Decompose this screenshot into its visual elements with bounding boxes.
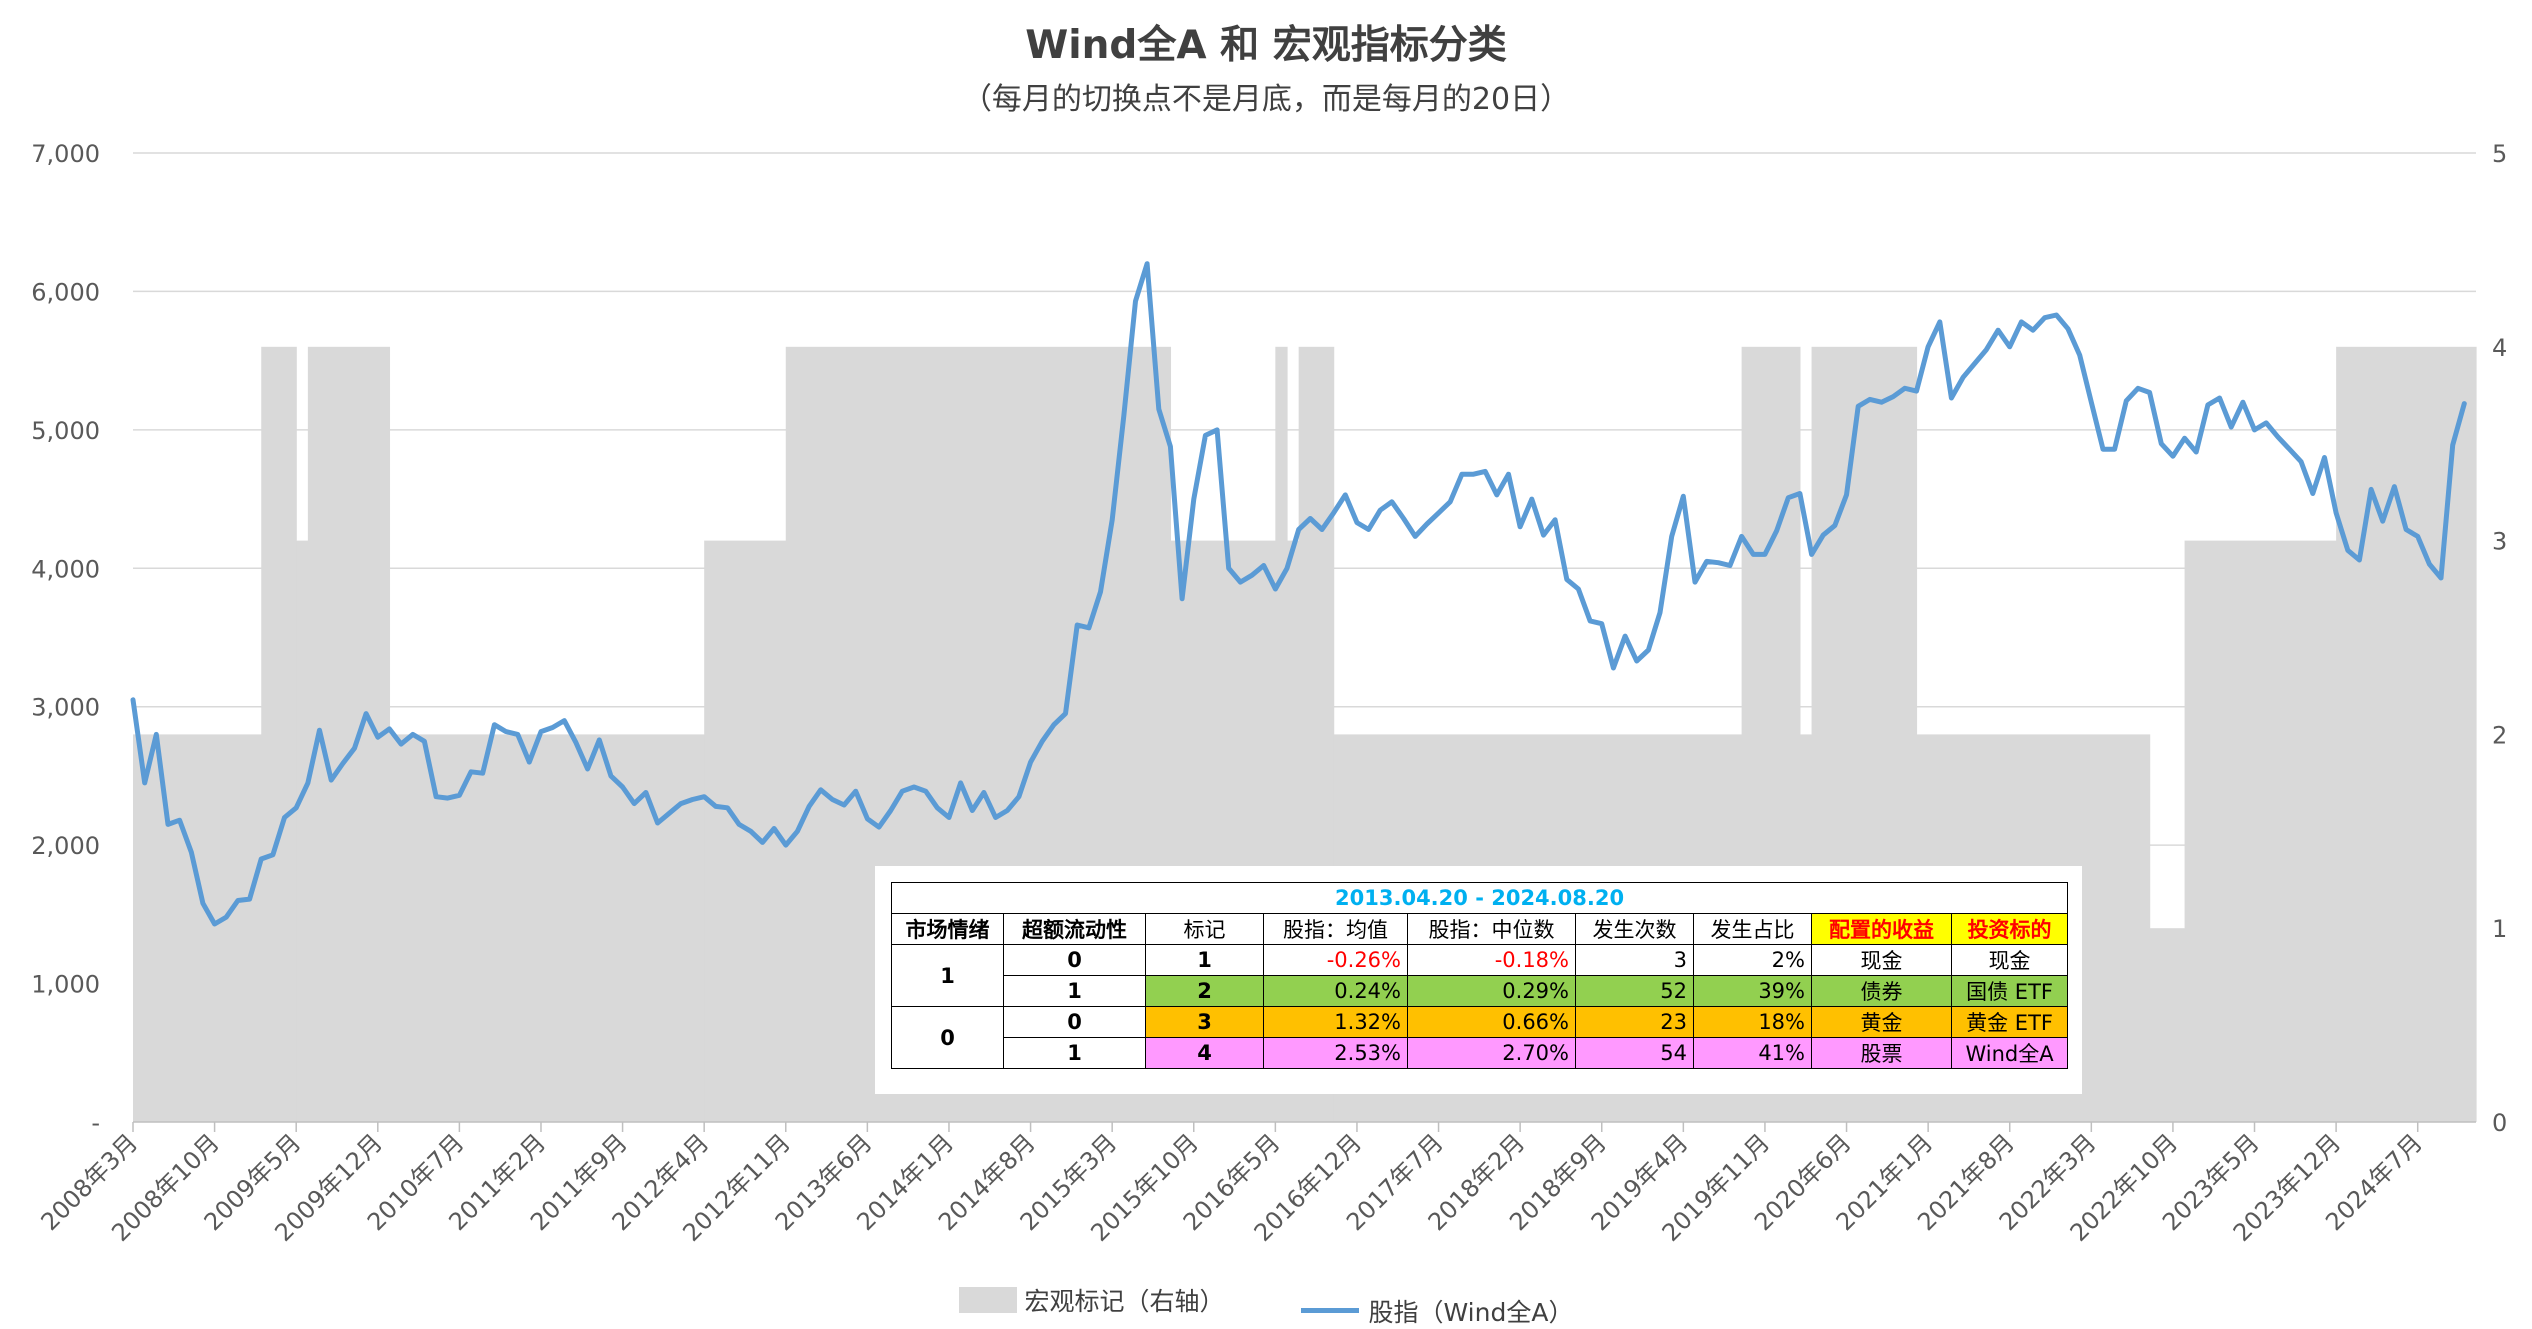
chart-subtitle: （每月的切换点不是月底，而是每月的20日） [961, 82, 1571, 117]
cell-count: 54 [1575, 1037, 1694, 1069]
header-ratio: 发生占比 [1693, 913, 1812, 945]
left-axis-tick-label: 5,000 [31, 417, 100, 445]
cell-liquidity: 0 [1003, 944, 1146, 976]
cell-mark: 3 [1145, 1006, 1264, 1038]
index-line-series [130, 261, 2467, 927]
table-period-row: 2013.04.20 - 2024.08.20 [890, 882, 2069, 914]
cell-sentiment: 0 [891, 1006, 1004, 1069]
cell-target: 现金 [1950, 944, 2069, 976]
cell-median: 0.29% [1407, 975, 1576, 1007]
cell-mean: 2.53% [1263, 1037, 1408, 1069]
cell-asset: 黄金 [1811, 1006, 1952, 1038]
left-axis-tick-label: 1,000 [31, 971, 100, 999]
header-mark: 标记 [1145, 913, 1264, 945]
right-axis-tick-label: 0 [2492, 1109, 2507, 1137]
cell-asset: 股票 [1811, 1037, 1952, 1069]
area-segment [2336, 346, 2477, 1122]
cell-target: Wind全A [1950, 1037, 2069, 1069]
area-segment [261, 346, 297, 1122]
area-segment [2149, 928, 2186, 1122]
header-mean: 股指：均值 [1263, 913, 1408, 945]
left-axis-tick-label: 3,000 [31, 694, 100, 722]
cell-count: 3 [1575, 944, 1694, 976]
area-segment [133, 734, 262, 1122]
header-liquidity: 超额流动性 [1003, 913, 1146, 945]
cell-asset: 债券 [1811, 975, 1952, 1007]
chart-title: Wind全A 和 宏观指标分类 [1025, 23, 1507, 68]
table-row: 1 4 2.53% 2.70% 54 41% 股票 Wind全A [892, 1037, 2069, 1069]
left-axis-tick-label: - [91, 1109, 100, 1137]
cell-count: 52 [1575, 975, 1694, 1007]
legend-swatch-line [1300, 1308, 1359, 1313]
header-target: 投资标的 [1950, 913, 2069, 945]
table-period: 2013.04.20 - 2024.08.20 [890, 882, 2069, 914]
area-segment [296, 540, 309, 1122]
header-count: 发生次数 [1575, 913, 1694, 945]
cell-asset: 现金 [1811, 944, 1952, 976]
legend-item-macro: 宏观标记（右轴） [958, 1282, 1225, 1318]
table-row: 0 0 3 1.32% 0.66% 23 18% 黄金 黄金 ETF [891, 1006, 2069, 1069]
cell-mean: 1.32% [1263, 1006, 1408, 1038]
cell-ratio: 39% [1693, 975, 1812, 1007]
right-axis-tick-label: 1 [2492, 915, 2507, 943]
left-axis-tick-label: 4,000 [31, 555, 100, 583]
cell-liquidity: 0 [1003, 1006, 1146, 1038]
cell-median: -0.18% [1407, 944, 1576, 976]
cell-mark: 4 [1145, 1037, 1264, 1069]
cell-target: 黄金 ETF [1950, 1006, 2069, 1038]
cell-sentiment: 1 [891, 944, 1004, 1007]
cell-ratio: 18% [1693, 1006, 1812, 1038]
cell-median: 2.70% [1407, 1037, 1576, 1069]
cell-mean: 0.24% [1263, 975, 1408, 1007]
left-axis-tick-label: 2,000 [31, 832, 100, 860]
right-axis-tick-label: 4 [2492, 334, 2507, 362]
cell-median: 0.66% [1407, 1006, 1576, 1038]
cell-mark: 1 [1145, 944, 1264, 976]
header-median: 股指：中位数 [1407, 913, 1576, 945]
left-axis-tick-label: 6,000 [31, 278, 100, 306]
chart-legend: 宏观标记（右轴） 股指（Wind全A） [0, 1282, 2532, 1329]
legend-swatch-area [958, 1287, 1017, 1313]
cell-mean: -0.26% [1263, 944, 1408, 976]
legend-label-index: 股指（Wind全A） [1368, 1297, 1574, 1327]
left-axis-tick-label: 7,000 [31, 140, 100, 168]
cell-count: 23 [1575, 1006, 1694, 1038]
cell-ratio: 2% [1693, 944, 1812, 976]
table-row: 1 0 1 -0.26% -0.18% 3 2% 现金 现金 [891, 944, 2069, 1007]
header-sentiment: 市场情绪 [891, 913, 1004, 945]
stats-table: 2013.04.20 - 2024.08.20 市场情绪 超额流动性 标记 股指… [890, 882, 2069, 1069]
table-header-row: 市场情绪 超额流动性 标记 股指：均值 股指：中位数 发生次数 发生占比 配置的… [891, 913, 2069, 945]
cell-target: 国债 ETF [1950, 975, 2069, 1007]
header-asset: 配置的收益 [1811, 913, 1952, 945]
cell-ratio: 41% [1693, 1037, 1812, 1069]
cell-mark: 2 [1145, 975, 1264, 1007]
cell-liquidity: 1 [1003, 975, 1146, 1007]
right-axis-tick-label: 3 [2492, 528, 2507, 556]
right-axis-tick-label: 2 [2492, 721, 2507, 749]
stats-table-panel: 2013.04.20 - 2024.08.20 市场情绪 超额流动性 标记 股指… [875, 866, 2082, 1094]
area-segment [2184, 540, 2337, 1122]
right-axis-tick-label: 5 [2492, 140, 2507, 168]
table-row: 1 2 0.24% 0.29% 52 39% 债券 国债 ETF [892, 975, 2069, 1007]
legend-label-macro: 宏观标记（右轴） [1024, 1287, 1225, 1316]
cell-liquidity: 1 [1003, 1037, 1146, 1069]
legend-item-index: 股指（Wind全A） [1300, 1293, 1574, 1329]
